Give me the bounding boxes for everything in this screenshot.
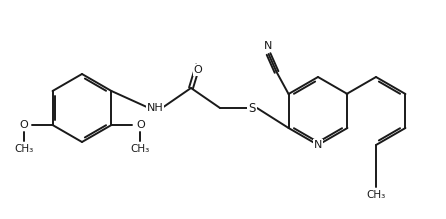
Text: O: O: [194, 65, 202, 75]
Text: N: N: [264, 41, 273, 51]
Text: CH₃: CH₃: [14, 144, 33, 154]
Text: CH₃: CH₃: [131, 144, 150, 154]
Text: CH₃: CH₃: [366, 190, 386, 200]
Text: O: O: [136, 120, 145, 130]
Text: N: N: [314, 140, 322, 150]
Text: S: S: [248, 101, 256, 115]
Text: NH: NH: [147, 103, 163, 113]
Text: O: O: [19, 120, 28, 130]
